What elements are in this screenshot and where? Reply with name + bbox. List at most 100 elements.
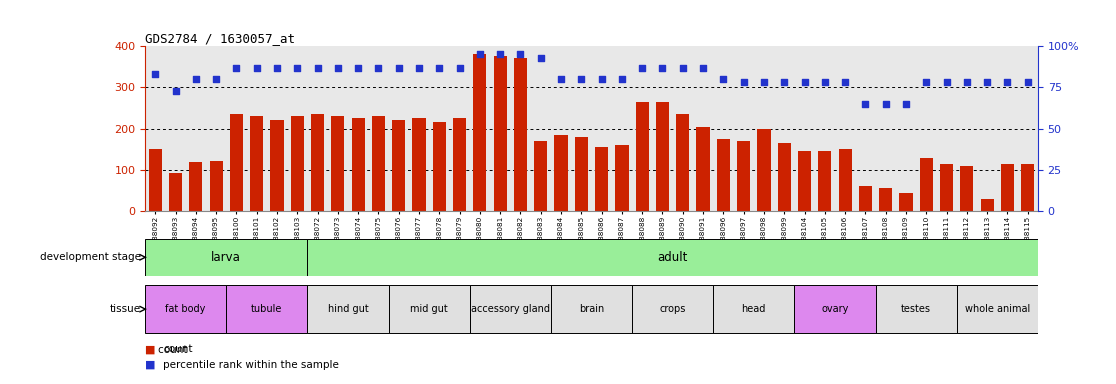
Bar — [595, 147, 608, 211]
Point — [552, 76, 570, 82]
Bar — [169, 173, 182, 211]
Bar — [960, 166, 973, 211]
Bar — [388, 285, 470, 333]
Bar — [876, 285, 956, 333]
Point — [288, 65, 306, 71]
Point — [410, 65, 427, 71]
Bar — [656, 102, 670, 211]
Text: tubule: tubule — [251, 304, 282, 314]
Point — [186, 76, 204, 82]
Text: development stage: development stage — [39, 252, 141, 262]
Bar — [145, 285, 227, 333]
Bar — [1001, 164, 1014, 211]
Point — [937, 79, 955, 86]
Bar — [473, 55, 487, 211]
Point — [228, 65, 246, 71]
Point — [369, 65, 387, 71]
Bar — [838, 149, 852, 211]
Point — [633, 65, 651, 71]
Text: head: head — [742, 304, 766, 314]
Text: accessory gland: accessory gland — [471, 304, 550, 314]
Point — [613, 76, 631, 82]
Point — [674, 65, 692, 71]
Bar — [879, 189, 893, 211]
Bar — [632, 285, 713, 333]
Point — [511, 51, 529, 58]
Point — [208, 76, 225, 82]
Bar — [230, 114, 243, 211]
Text: tissue: tissue — [109, 304, 141, 314]
Text: percentile rank within the sample: percentile rank within the sample — [163, 360, 339, 370]
Point — [734, 79, 752, 86]
Point — [248, 65, 266, 71]
Point — [349, 65, 367, 71]
Point — [816, 79, 834, 86]
Bar — [676, 114, 690, 211]
Text: ■: ■ — [145, 344, 155, 354]
Point — [958, 79, 975, 86]
Point — [329, 65, 347, 71]
Bar — [311, 114, 324, 211]
Text: count: count — [163, 344, 192, 354]
Bar — [737, 141, 750, 211]
Bar — [210, 161, 223, 211]
Point — [979, 79, 997, 86]
Bar — [551, 285, 632, 333]
Bar — [1021, 164, 1035, 211]
Bar — [493, 56, 507, 211]
Bar — [981, 199, 993, 211]
Bar — [453, 118, 466, 211]
Point — [491, 51, 509, 58]
Point — [856, 101, 874, 107]
Bar — [818, 151, 831, 211]
Point — [389, 65, 407, 71]
Bar — [250, 116, 263, 211]
Point — [532, 55, 550, 61]
Bar — [696, 127, 710, 211]
Bar — [575, 137, 588, 211]
Bar — [535, 141, 547, 211]
Bar — [307, 285, 388, 333]
Point — [714, 76, 732, 82]
Point — [1019, 79, 1037, 86]
Bar — [227, 285, 307, 333]
Bar — [148, 149, 162, 211]
Text: fat body: fat body — [165, 304, 205, 314]
Bar — [513, 58, 527, 211]
Bar — [615, 145, 628, 211]
Point — [999, 79, 1017, 86]
Bar — [940, 164, 953, 211]
Point — [877, 101, 895, 107]
Bar — [145, 239, 307, 276]
Point — [309, 65, 327, 71]
Bar — [190, 162, 202, 211]
Text: hind gut: hind gut — [328, 304, 368, 314]
Point — [451, 65, 469, 71]
Bar — [331, 116, 345, 211]
Bar — [470, 285, 551, 333]
Bar — [899, 193, 913, 211]
Point — [917, 79, 935, 86]
Text: crops: crops — [660, 304, 686, 314]
Bar — [956, 285, 1038, 333]
Point — [756, 79, 773, 86]
Point — [836, 79, 854, 86]
Bar — [778, 143, 791, 211]
Point — [268, 65, 286, 71]
Point — [897, 101, 915, 107]
Text: ovary: ovary — [821, 304, 848, 314]
Text: whole animal: whole animal — [964, 304, 1030, 314]
Text: larva: larva — [211, 251, 241, 264]
Point — [796, 79, 814, 86]
Bar — [920, 157, 933, 211]
Bar — [290, 116, 304, 211]
Point — [694, 65, 712, 71]
Point — [593, 76, 610, 82]
Text: GDS2784 / 1630057_at: GDS2784 / 1630057_at — [145, 32, 295, 45]
Text: ■ count: ■ count — [145, 345, 187, 355]
Bar — [307, 239, 1038, 276]
Bar — [392, 121, 405, 211]
Point — [431, 65, 449, 71]
Bar — [798, 151, 811, 211]
Bar — [413, 118, 425, 211]
